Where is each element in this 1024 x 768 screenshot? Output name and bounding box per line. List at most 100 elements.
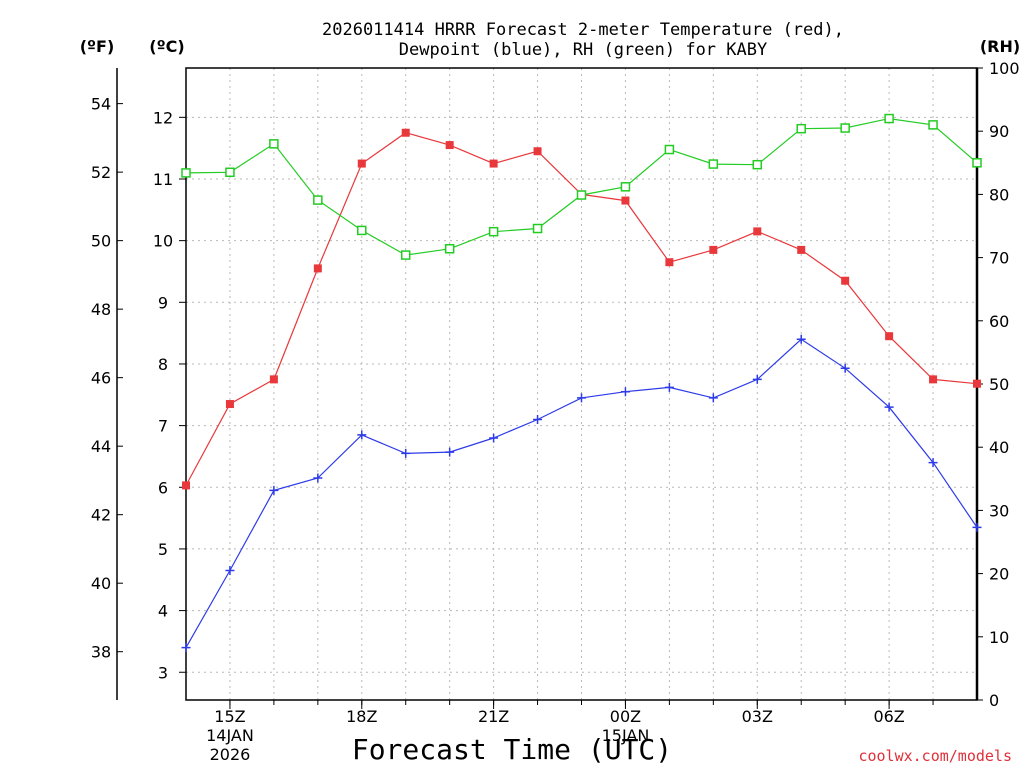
temperature-point (269, 375, 278, 384)
rh-point (752, 159, 763, 170)
dewpoint-point (928, 458, 938, 468)
rh-unit-label: (RH) (980, 37, 1020, 56)
rh-tick-label: 40 (989, 438, 1009, 457)
rh-point (884, 113, 894, 124)
rh-tick-label: 10 (989, 628, 1009, 647)
grid-lines (186, 68, 977, 700)
rh-tick-label: 70 (989, 249, 1009, 268)
rh-tick-label: 30 (989, 501, 1009, 520)
x-tick-label: 00Z (610, 707, 641, 726)
temperature-point (445, 141, 454, 150)
celsius-tick-label: 10 (153, 232, 173, 251)
celsius-tick-label: 12 (153, 108, 173, 127)
temperature-point (225, 400, 234, 409)
fahrenheit-tick-label: 52 (91, 163, 111, 182)
dewpoint-point (357, 430, 367, 440)
dewpoint-point (489, 433, 499, 443)
rh-point (928, 120, 938, 130)
dewpoint-point (577, 393, 586, 403)
fahrenheit-tick-label: 40 (91, 574, 111, 593)
dewpoint-point (225, 566, 235, 576)
dewpoint-point (708, 393, 718, 403)
rh-point (313, 195, 323, 205)
dewpoint-point (840, 363, 850, 373)
tick-labels: 3 4 5 6 7 8 9 10 11 12 38 40 42 44 46 48 50 52 54 0 10 20 30 40… (91, 59, 1020, 764)
fahrenheit-tick-label: 48 (91, 300, 111, 319)
rh-point (357, 225, 367, 236)
x-tick-label: 21Z (478, 707, 509, 726)
temperature-point (621, 196, 630, 205)
temperature-point (182, 481, 190, 490)
rh-point (840, 123, 850, 133)
data-series (181, 113, 982, 653)
dewpoint-point (533, 414, 543, 424)
fahrenheit-tick-label: 46 (91, 369, 111, 388)
chart-title-line2: Dewpoint (blue), RH (green) for KABY (399, 40, 767, 60)
rh-line (185, 117, 978, 256)
temperature-point (885, 332, 894, 341)
celsius-tick-label: 5 (158, 540, 168, 559)
temperature-point (665, 258, 674, 267)
rh-point (400, 250, 411, 260)
rh-tick-label: 100 (989, 59, 1020, 78)
temperature-point (973, 379, 981, 388)
rh-point (532, 223, 543, 234)
temperature-point (489, 159, 498, 168)
x-tick-label: 15Z (214, 707, 245, 726)
temperature-point (797, 245, 806, 254)
rh-point (664, 144, 675, 155)
celsius-tick-label: 6 (158, 478, 168, 497)
rh-tick-label: 50 (989, 375, 1009, 394)
celsius-tick-label: 9 (158, 293, 168, 312)
fahrenheit-tick-label: 38 (91, 643, 111, 662)
x-tick-label: 15JAN (602, 726, 650, 745)
x-tick-label: 14JAN (206, 726, 254, 745)
temperature-point (753, 227, 762, 236)
fahrenheit-tick-label: 42 (91, 506, 111, 525)
rh-point (708, 159, 719, 169)
temperature-point (929, 375, 938, 384)
rh-tick-label: 80 (989, 185, 1009, 204)
dewpoint-point (313, 473, 323, 483)
chart-title-line1: 2026011414 HRRR Forecast 2-meter Tempera… (322, 20, 844, 40)
rh-tick-label: 0 (989, 691, 999, 710)
dewpoint-line (185, 338, 978, 648)
rh-tick-label: 60 (989, 312, 1009, 331)
watermark: coolwx.com/models (858, 747, 1012, 765)
dewpoint-point (972, 522, 982, 532)
dewpoint-point (752, 374, 762, 384)
celsius-tick-label: 3 (158, 663, 168, 682)
celsius-tick-label: 8 (158, 355, 168, 374)
rh-point (488, 226, 499, 237)
dewpoint-point (884, 402, 894, 412)
temperature-point (841, 276, 850, 285)
fahrenheit-tick-label: 44 (91, 437, 111, 456)
temperature-point (709, 245, 718, 254)
rh-point (269, 139, 279, 149)
rh-point (620, 182, 631, 192)
dewpoint-point (401, 448, 411, 458)
dewpoint-point (796, 334, 806, 344)
rh-point (444, 244, 455, 254)
rh-point (972, 158, 982, 168)
rh-point (576, 190, 587, 200)
dewpoint-point (620, 387, 630, 397)
celsius-unit-label: (ºC) (149, 37, 184, 56)
dewpoint-point (181, 643, 191, 653)
x-axis-title: Forecast Time (UTC) (352, 733, 672, 766)
fahrenheit-unit-label: (ºF) (80, 37, 115, 56)
rh-tick-label: 90 (989, 122, 1009, 141)
dewpoint-point (269, 485, 279, 495)
x-tick-label: 06Z (873, 707, 904, 726)
temperature-point (533, 147, 542, 156)
rh-tick-label: 20 (989, 565, 1009, 584)
celsius-tick-label: 11 (153, 170, 173, 189)
rh-point (181, 168, 191, 178)
temperature-point (313, 264, 322, 273)
celsius-tick-label: 7 (158, 417, 168, 436)
temperature-point (401, 128, 410, 137)
rh-point (796, 123, 806, 134)
dewpoint-point (664, 382, 674, 392)
x-tick-label: 2026 (210, 745, 251, 764)
